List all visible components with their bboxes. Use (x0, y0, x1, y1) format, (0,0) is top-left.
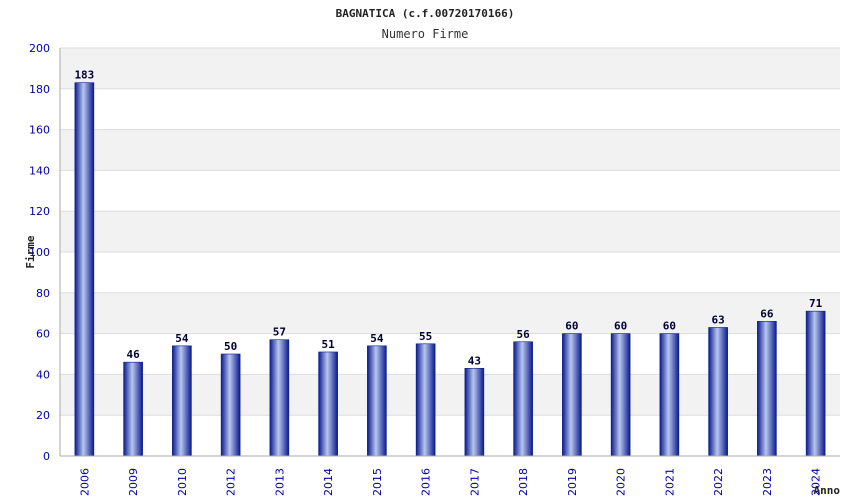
x-tick-label-2010: 2010 (176, 468, 189, 496)
bar-2021 (659, 333, 680, 457)
value-label-2018: 56 (517, 328, 531, 341)
value-label-2015: 54 (370, 332, 384, 345)
x-tick-label-2012: 2012 (225, 468, 238, 496)
x-tick-label-2024: 2024 (810, 468, 823, 496)
bar-2020 (610, 333, 631, 457)
grid-band (60, 129, 840, 171)
y-tick-label: 120 (29, 205, 50, 218)
value-label-2016: 55 (419, 330, 432, 343)
value-label-2017: 43 (468, 354, 481, 367)
y-tick-label: 160 (29, 124, 50, 137)
x-tick-label-2006: 2006 (78, 468, 91, 496)
value-label-2020: 60 (614, 320, 627, 333)
bar-2018 (513, 341, 533, 457)
value-label-2012: 50 (224, 340, 237, 353)
x-tick-label-2014: 2014 (322, 468, 335, 496)
x-tick-label-2015: 2015 (371, 468, 384, 496)
value-labels: 183 46 54 50 57 51 54 55 43 56 60 60 60 63 66 71 (74, 69, 822, 368)
value-label-2010: 54 (175, 332, 189, 345)
bar-2015 (367, 345, 387, 457)
value-label-2019: 60 (565, 320, 578, 333)
bar-2024 (805, 310, 826, 457)
bar-2010 (172, 345, 192, 457)
bar-2023 (757, 321, 777, 457)
bar-2017 (464, 367, 485, 457)
bar-2006 (74, 82, 95, 457)
value-label-2009: 46 (127, 348, 141, 361)
value-label-2014: 51 (322, 338, 336, 351)
x-tick-label-2020: 2020 (615, 468, 628, 496)
grid-band (60, 292, 840, 334)
grid-band (60, 48, 840, 89)
x-tick-label-2009: 2009 (127, 468, 140, 496)
value-label-2006: 183 (74, 69, 94, 82)
y-tick-label: 60 (36, 328, 50, 341)
y-tick-label: 40 (36, 368, 50, 381)
y-tick-label: 200 (29, 42, 50, 55)
y-tick-label: 100 (29, 246, 50, 259)
y-axis-label: Firme (24, 235, 37, 268)
x-axis-label: Anno (814, 484, 841, 497)
value-label-2013: 57 (273, 326, 286, 339)
x-tick-label-2022: 2022 (712, 468, 725, 496)
chart-subtitle: Numero Firme (382, 27, 469, 41)
value-label-2023: 66 (760, 307, 774, 320)
bar-2012 (220, 353, 241, 457)
bars (74, 82, 826, 457)
x-tick-label-2018: 2018 (517, 468, 530, 496)
value-label-2022: 63 (712, 313, 725, 326)
plot-background (60, 48, 840, 416)
y-tick-label: 180 (29, 83, 50, 96)
y-tick-label: 0 (43, 450, 50, 463)
y-tick-label: 80 (36, 287, 50, 300)
x-tick-label-2023: 2023 (761, 468, 774, 496)
gridlines (60, 47, 840, 457)
bar-2009 (123, 361, 143, 457)
value-label-2024: 71 (809, 297, 823, 310)
x-tick-label-2016: 2016 (420, 468, 433, 496)
y-tick-label: 20 (36, 409, 50, 422)
x-tick-label-2013: 2013 (273, 468, 286, 496)
bar-2016 (415, 343, 436, 457)
value-label-2021: 60 (663, 320, 676, 333)
y-axis-ticks: 0 20 40 60 80 100 120 140 160 180 200 (29, 42, 50, 463)
x-axis-ticks: 2006 2009 2010 2012 2013 2014 2015 2016 2017 2018… (78, 468, 822, 496)
x-tick-label-2019: 2019 (566, 468, 579, 496)
x-tick-label-2017: 2017 (468, 468, 481, 496)
bar-2019 (562, 333, 582, 457)
bar-2022 (708, 327, 728, 457)
chart-title: BAGNATICA (c.f.00720170166) (336, 7, 515, 20)
x-tick-label-2021: 2021 (663, 468, 676, 496)
bar-2014 (318, 351, 338, 457)
bar-2013 (269, 339, 290, 457)
y-tick-label: 140 (29, 164, 50, 177)
grid-band (60, 211, 840, 252)
